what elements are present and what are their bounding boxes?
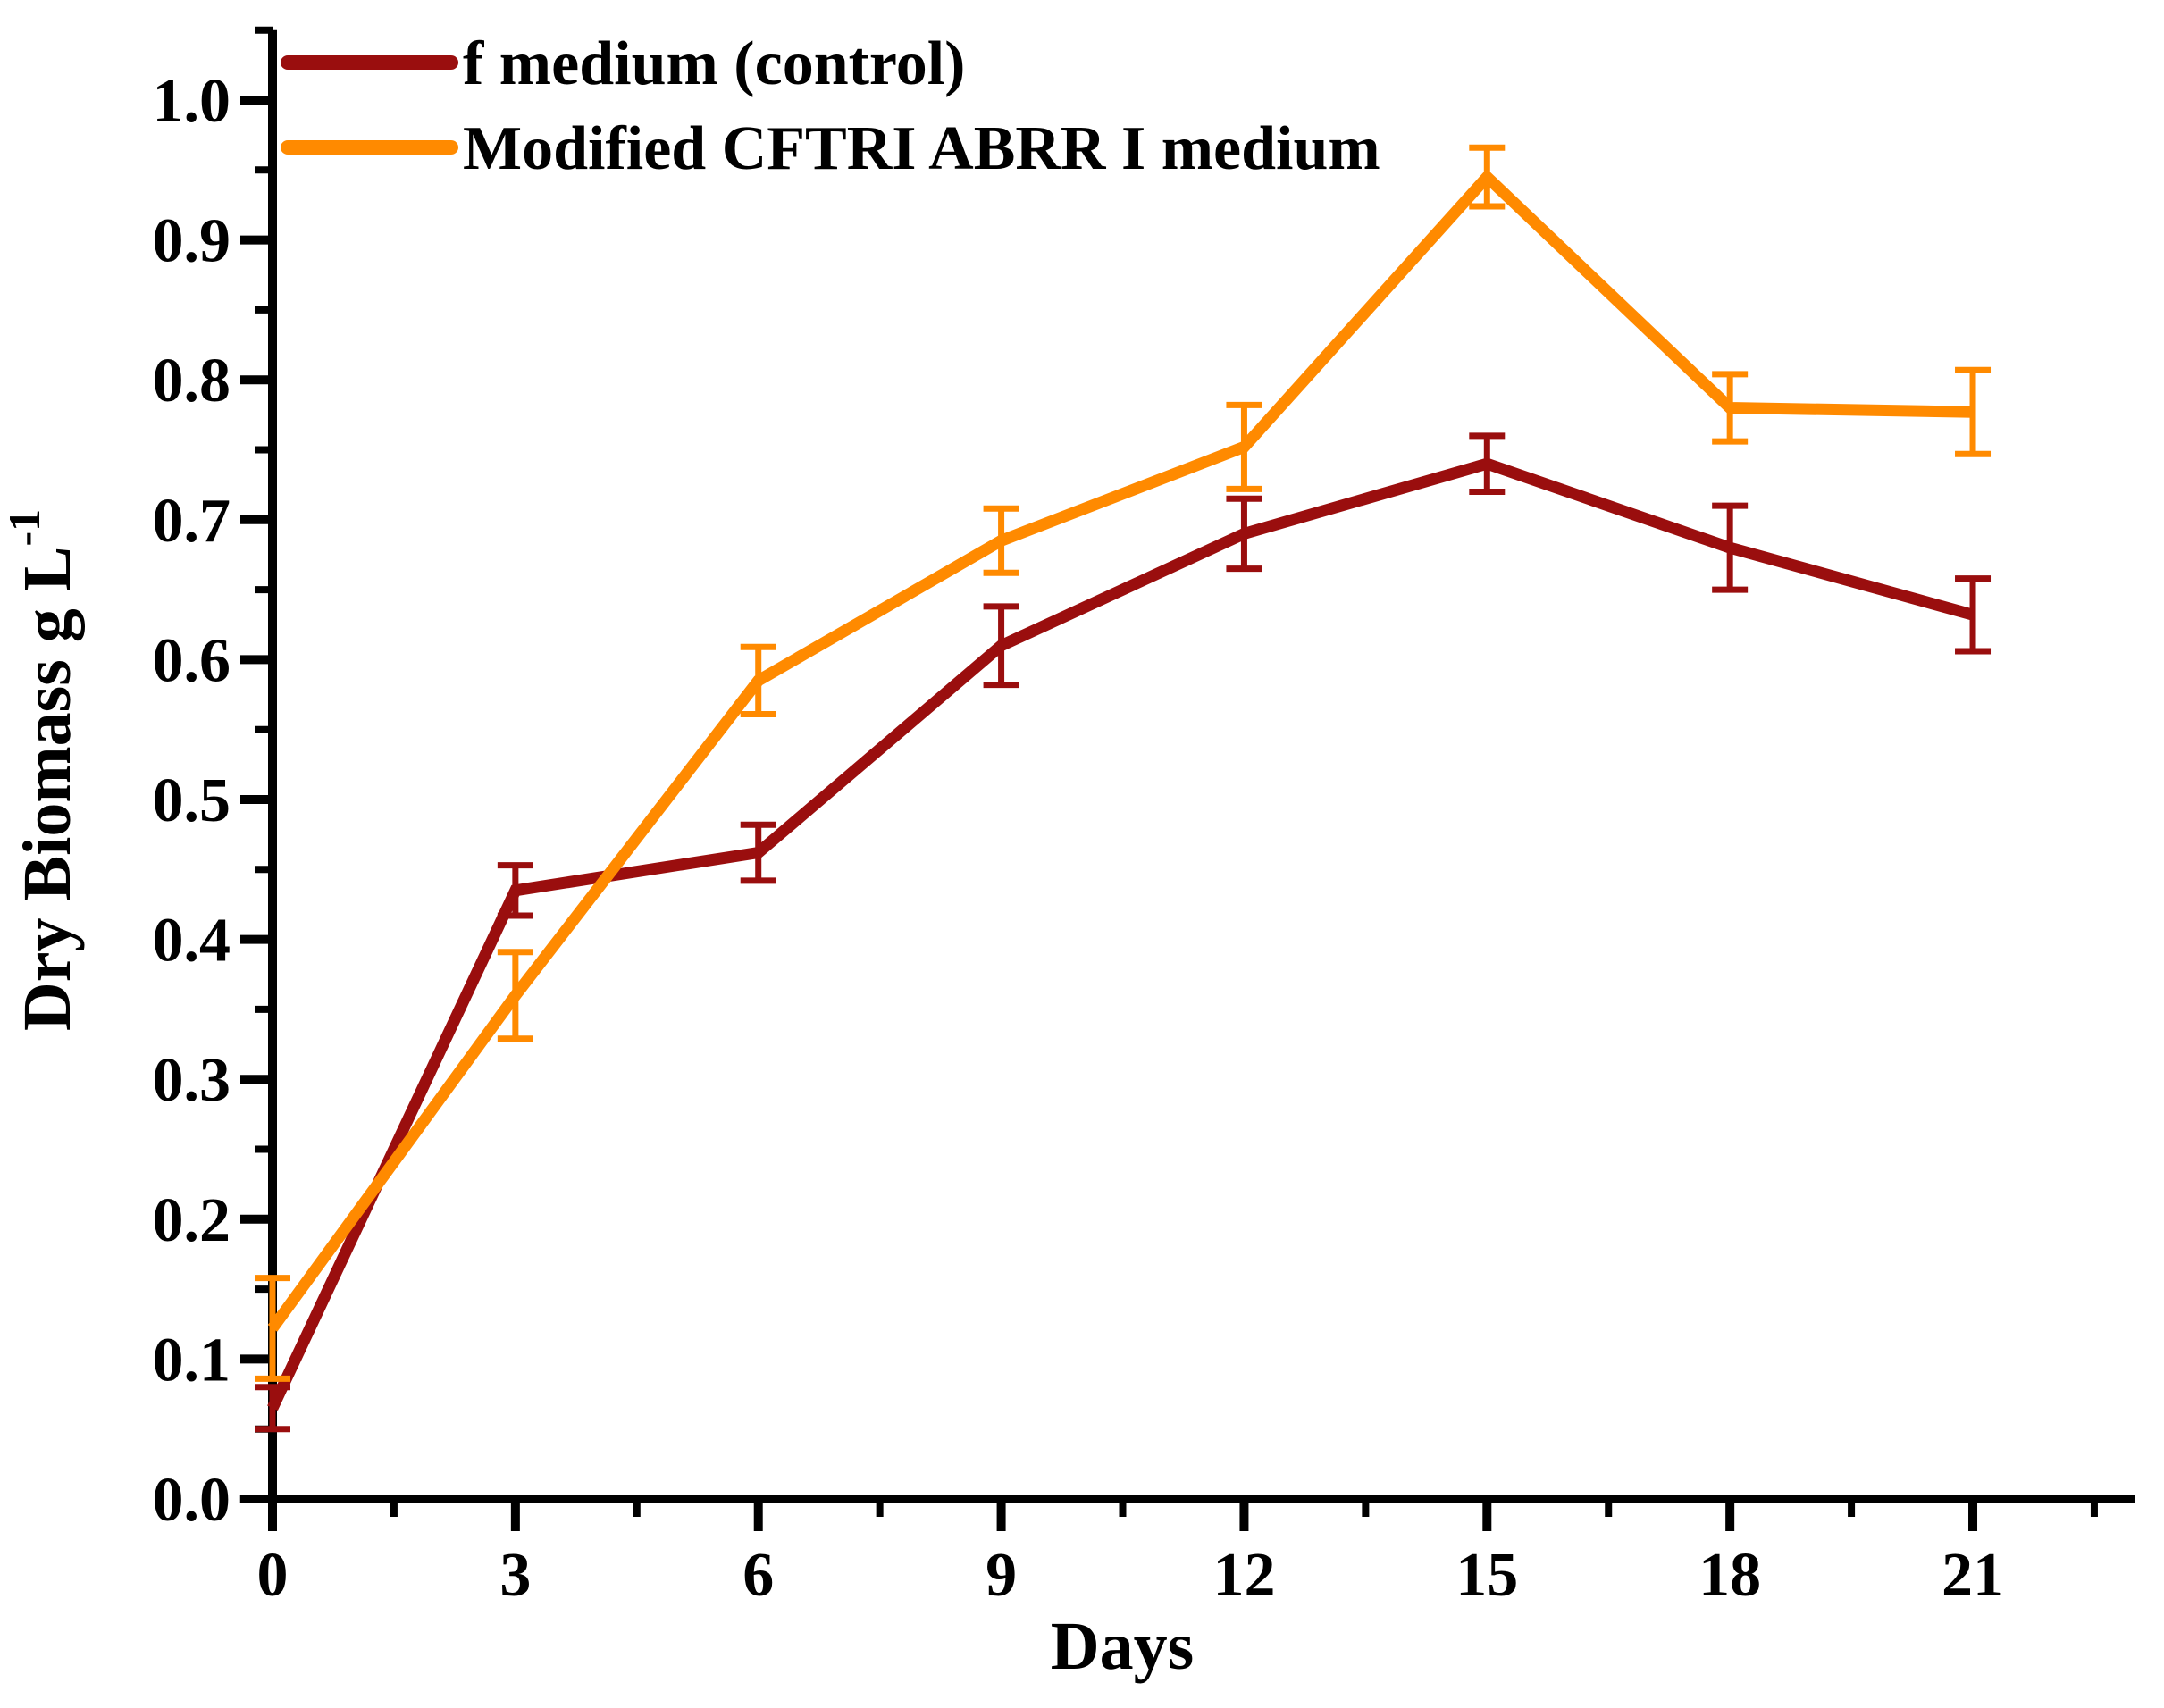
y-tick-label: 0.1 [153,1326,231,1394]
series-group [255,144,1992,1433]
y-tick-label: 0.7 [153,487,231,556]
x-tick-label: 18 [1698,1541,1761,1610]
legend-label-modified-cftri-abrr-i-medium: Modified CFTRI ABRR I medium [463,114,1380,183]
y-tick-label: 0.3 [153,1046,231,1115]
y-tick-label: 0.4 [153,907,231,975]
x-tick-label: 0 [257,1541,289,1610]
y-tick-label: 0.2 [153,1186,231,1255]
x-axis-title: Days [1051,1609,1194,1684]
tick-labels: 0 3 6 9 12 15 18 21 0.0 0.1 0.2 0.3 0.4 0.5 0.6 0.7 0.8 0… [153,67,2005,1610]
y-axis-title-superscript: -1 [0,509,49,547]
y-tick-label: 0.5 [153,766,231,835]
y-tick-label: 0.9 [153,207,231,276]
error-bars-f-medium-control [255,432,1992,1433]
series-line-f-medium-control [267,457,1975,1411]
y-tick-label: 0.0 [153,1466,231,1535]
x-tick-label: 12 [1212,1541,1275,1610]
series-line-modified-cftri-abrr-i-medium [267,168,1974,1332]
x-tick-label: 21 [1942,1541,2004,1610]
series-modified-cftri-abrr-i-medium [255,144,1992,1382]
x-tick-label: 9 [986,1541,1017,1610]
y-tick-label: 0.6 [153,626,231,695]
error-bars-modified-cftri-abrr-i-medium [255,144,1992,1382]
x-tick-label: 3 [499,1541,531,1610]
y-tick-label: 1.0 [153,67,231,136]
legend: f medium (control) Modified CFTRI ABRR I… [281,29,1380,183]
legend-label-f-medium-control: f medium (control) [463,29,966,98]
x-tick-label: 15 [1455,1541,1518,1610]
y-axis-title-text: Dry Biomass g L [10,547,85,1032]
y-tick-label: 0.8 [153,347,231,415]
series-f-medium-control [255,432,1992,1433]
axes [239,26,2135,1531]
y-axis-title: Dry Biomass g L-1 [0,509,85,1031]
x-tick-label: 6 [742,1541,774,1610]
